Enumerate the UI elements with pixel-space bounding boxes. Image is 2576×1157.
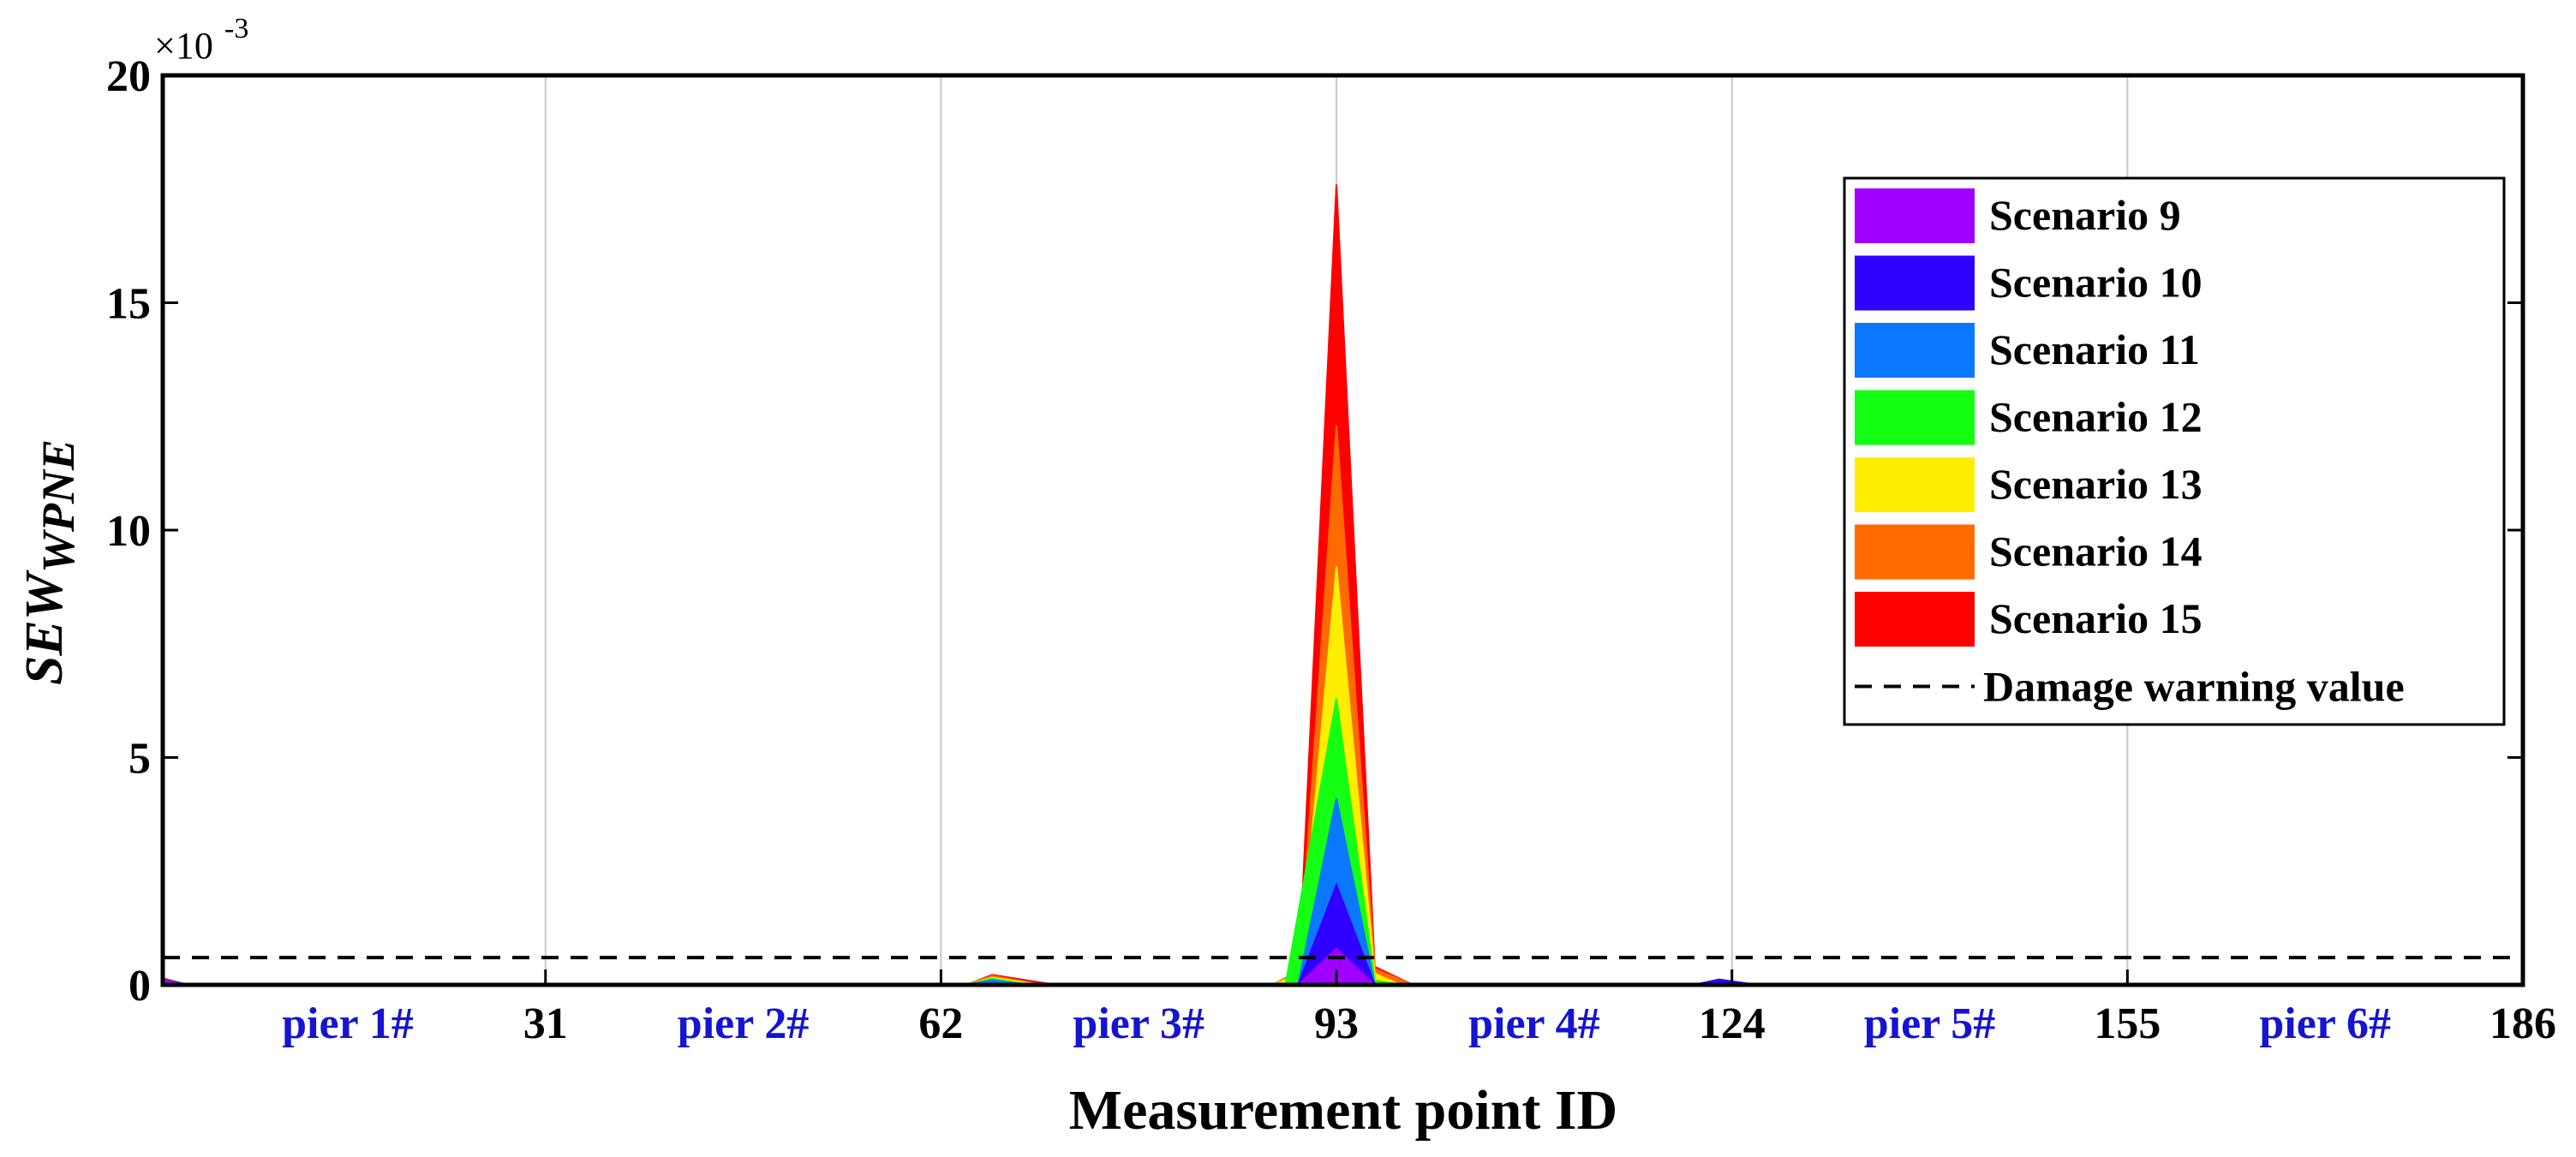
pier-label: pier 3# [1073,999,1204,1048]
legend-label: Scenario 10 [1989,259,2202,307]
legend-swatch [1855,188,1975,243]
y-tick-label: 5 [129,735,151,784]
pier-label: pier 4# [1468,999,1600,1048]
pier-label: pier 6# [2259,999,2391,1048]
pier-label: pier 5# [1864,999,1996,1048]
legend-swatch [1855,457,1975,512]
legend-label: Scenario 11 [1989,325,2200,373]
legend-label: Scenario 15 [1989,594,2202,642]
legend-swatch [1855,390,1975,445]
area-scenario-1 [162,947,2523,986]
x-tick-label: 124 [1699,999,1766,1048]
y-tick-label: 0 [129,962,151,1011]
legend: Scenario 9 Scenario 10 Scenario 11 Scenario… [1843,176,2506,726]
x-axis-label: Measurement point ID [1069,1079,1617,1142]
legend-warning-label: Damage warning value [1983,663,2405,711]
y-tick-label: 15 [106,280,151,329]
y-multiplier: ×10 [154,25,213,67]
x-tick-label: 186 [2489,999,2556,1048]
x-tick-label: 62 [918,999,963,1048]
legend-label: Scenario 9 [1989,191,2181,239]
y-multiplier-exponent: -3 [224,13,248,45]
legend-swatch [1855,255,1975,311]
x-tick-label: 31 [523,999,568,1048]
pier-label: pier 2# [678,999,810,1048]
legend-swatch [1855,524,1975,580]
y-axis-label-sub: WPNE [33,439,84,573]
y-axis-label-main: SEW [15,570,74,685]
legend-label: Scenario 13 [1989,460,2202,508]
y-axis-label: SEWWPNE [15,439,84,685]
y-tick-label: 20 [106,52,151,101]
x-tick-label: 155 [2094,999,2161,1048]
legend-swatch [1855,592,1975,647]
legend-swatch [1855,323,1975,378]
legend-label: Scenario 12 [1989,393,2202,441]
legend-label: Scenario 14 [1989,528,2202,576]
pier-label: pier 1# [282,999,414,1048]
x-tick-label: 93 [1314,999,1359,1048]
legend-items: Scenario 9 Scenario 10 Scenario 11 Scenario… [1855,188,2405,711]
axis-ticks: 0 5 10 15 20 31 62 93 124 155 186 pier 1# pier 2# pie… [106,52,2556,1048]
y-tick-label: 10 [106,507,151,556]
